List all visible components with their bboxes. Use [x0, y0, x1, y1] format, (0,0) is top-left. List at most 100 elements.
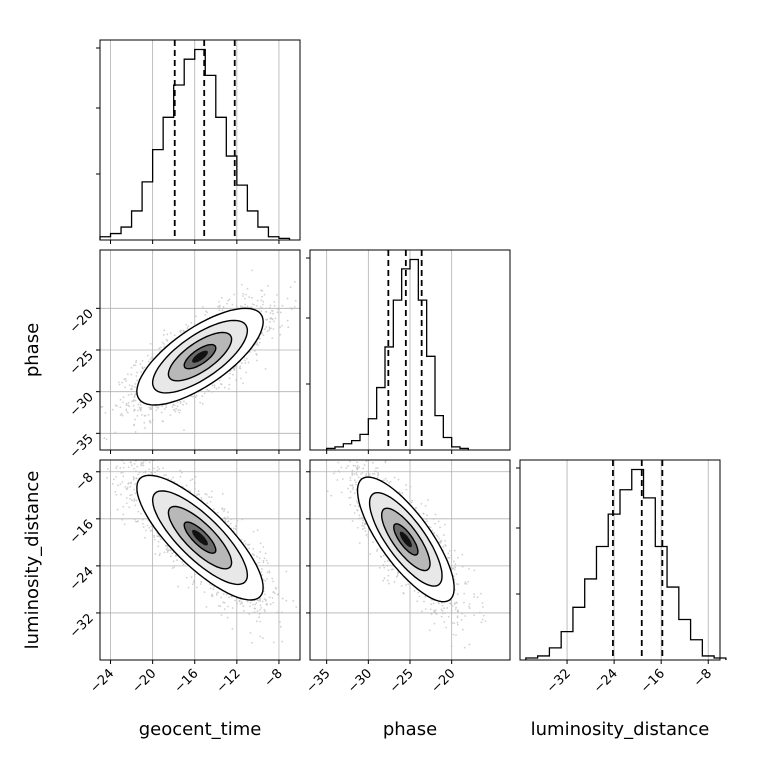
sample-point: [98, 451, 100, 453]
sample-point: [106, 477, 108, 479]
sample-point: [179, 330, 181, 332]
sample-point: [243, 540, 246, 543]
sample-point: [158, 347, 161, 350]
sample-point: [259, 306, 262, 308]
sample-point: [120, 472, 123, 474]
sample-point: [98, 404, 100, 406]
sample-point: [279, 333, 282, 336]
sample-point: [155, 409, 158, 411]
sample-point: [135, 375, 138, 377]
sample-point: [223, 517, 226, 519]
panel-frame: [519, 459, 721, 661]
sample-point: [117, 484, 119, 487]
sample-point: [235, 379, 238, 382]
sample-point: [268, 571, 271, 574]
sample-point: [180, 471, 183, 474]
sample-point: [141, 367, 144, 370]
sample-point: [170, 555, 172, 558]
sample-point: [130, 387, 133, 390]
sample-point: [258, 557, 261, 560]
sample-point: [276, 311, 279, 314]
sample-point: [128, 482, 130, 484]
sample-point: [231, 607, 234, 609]
sample-point: [246, 287, 249, 290]
sample-point: [253, 554, 256, 557]
sample-point: [212, 588, 215, 591]
sample-point: [240, 283, 243, 286]
histogram-geocent-time: [96, 39, 301, 244]
x-tick-label: −24: [591, 666, 621, 696]
sample-point: [262, 578, 265, 581]
sample-point: [172, 560, 175, 563]
sample-point: [206, 311, 209, 314]
sample-point: [210, 490, 213, 493]
sample-point: [281, 597, 284, 600]
sample-point: [193, 573, 196, 576]
sample-point: [271, 337, 274, 340]
sample-point: [127, 466, 130, 469]
sample-point: [257, 599, 260, 602]
sample-point: [199, 401, 202, 404]
sample-point: [150, 529, 153, 532]
sample-point: [169, 332, 172, 335]
sample-point: [165, 406, 168, 409]
sample-point: [149, 358, 152, 361]
sample-point: [223, 601, 226, 604]
sample-point: [256, 299, 259, 302]
sample-point: [144, 414, 147, 417]
sample-point: [236, 602, 239, 605]
y-tick-label: −20: [67, 307, 97, 337]
sample-point: [135, 359, 138, 362]
sample-point: [182, 563, 185, 566]
sample-point: [161, 420, 164, 423]
sample-point: [173, 334, 176, 337]
sample-point: [244, 362, 247, 365]
sample-point: [271, 317, 273, 320]
sample-point: [146, 354, 149, 357]
sample-point: [233, 367, 236, 370]
sample-point: [257, 344, 259, 347]
sample-point: [132, 399, 135, 401]
y-tick-label: −25: [67, 348, 97, 378]
sample-point: [255, 620, 258, 623]
sample-point: [119, 398, 122, 401]
sample-point: [124, 377, 127, 380]
sample-point: [262, 334, 265, 337]
sample-point: [213, 508, 215, 510]
sample-point: [206, 388, 208, 391]
sample-point: [130, 464, 133, 467]
sample-point: [200, 581, 203, 583]
sample-point: [246, 305, 249, 308]
sample-point: [291, 308, 293, 311]
sample-point: [220, 614, 223, 616]
sample-point: [206, 502, 209, 505]
sample-point: [300, 293, 302, 295]
sample-point: [220, 383, 223, 386]
sample-point: [263, 557, 266, 560]
sample-point: [263, 293, 266, 296]
sample-point: [165, 338, 168, 341]
sample-point: [195, 494, 198, 497]
sample-point: [148, 420, 151, 423]
sample-point: [218, 300, 220, 303]
sample-point: [260, 299, 263, 302]
sample-point: [191, 478, 194, 481]
sample-point: [244, 543, 247, 545]
sample-point: [249, 351, 251, 353]
sample-point: [260, 571, 263, 573]
sample-point: [224, 519, 227, 522]
sample-point: [223, 508, 226, 510]
sample-point: [218, 379, 221, 382]
sample-point: [132, 404, 135, 407]
sample-point: [97, 416, 99, 418]
sample-point: [177, 409, 180, 411]
sample-point: [140, 371, 143, 373]
sample-point: [135, 361, 137, 364]
sample-point: [187, 586, 190, 589]
sample-point: [215, 387, 218, 390]
sample-point: [189, 479, 192, 482]
sample-point: [129, 497, 132, 500]
sample-point: [263, 608, 266, 611]
sample-point: [156, 466, 159, 468]
sample-point: [217, 305, 220, 308]
